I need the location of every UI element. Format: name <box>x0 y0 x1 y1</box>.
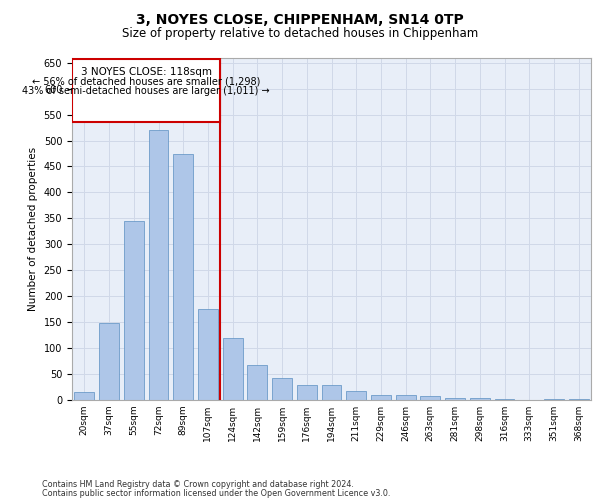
Bar <box>322 386 341 400</box>
Bar <box>421 396 440 400</box>
Text: Contains public sector information licensed under the Open Government Licence v3: Contains public sector information licen… <box>42 488 391 498</box>
Text: 3 NOYES CLOSE: 118sqm: 3 NOYES CLOSE: 118sqm <box>80 68 212 78</box>
Bar <box>494 399 514 400</box>
Bar <box>272 378 292 400</box>
Bar <box>124 221 143 400</box>
Bar <box>74 392 94 400</box>
Bar <box>346 390 366 400</box>
Bar <box>297 386 317 400</box>
Bar <box>149 130 169 400</box>
Bar <box>247 364 267 400</box>
Bar <box>198 309 218 400</box>
Bar <box>470 398 490 400</box>
Bar <box>173 154 193 400</box>
Text: ← 56% of detached houses are smaller (1,298): ← 56% of detached houses are smaller (1,… <box>32 76 260 86</box>
Text: Contains HM Land Registry data © Crown copyright and database right 2024.: Contains HM Land Registry data © Crown c… <box>42 480 354 489</box>
Bar <box>223 338 242 400</box>
Text: 3, NOYES CLOSE, CHIPPENHAM, SN14 0TP: 3, NOYES CLOSE, CHIPPENHAM, SN14 0TP <box>136 12 464 26</box>
Bar <box>544 399 564 400</box>
Text: Size of property relative to detached houses in Chippenham: Size of property relative to detached ho… <box>122 28 478 40</box>
Bar <box>396 395 416 400</box>
FancyBboxPatch shape <box>72 58 220 122</box>
Bar <box>371 395 391 400</box>
Bar <box>445 398 465 400</box>
Bar <box>99 323 119 400</box>
Text: 43% of semi-detached houses are larger (1,011) →: 43% of semi-detached houses are larger (… <box>22 86 270 96</box>
Y-axis label: Number of detached properties: Number of detached properties <box>28 146 38 311</box>
